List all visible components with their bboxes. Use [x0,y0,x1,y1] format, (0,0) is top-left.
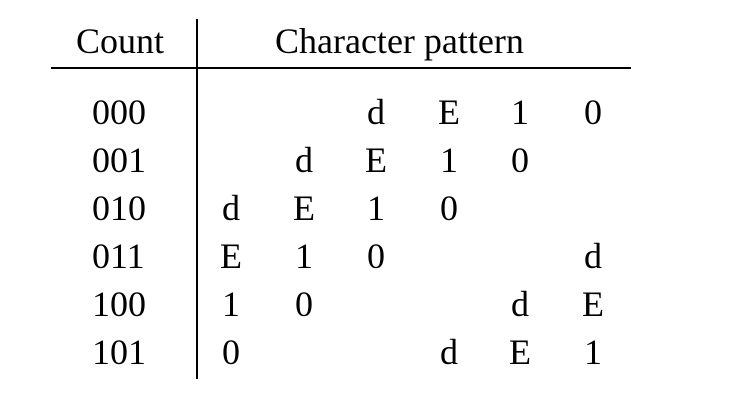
count-value: 000 [92,92,146,132]
pattern-cell: E [509,332,531,372]
pattern-cell: E [438,92,460,132]
pattern-cell: 0 [440,188,458,228]
pattern-cell: d [440,332,458,372]
pattern-cell: E [365,140,387,180]
pattern-cell: 0 [367,236,385,276]
pattern-cell: 0 [584,92,602,132]
pattern-cell: 1 [367,188,385,228]
character-pattern-column-header: Character pattern [275,21,524,61]
pattern-cell: 1 [295,236,313,276]
count-value: 100 [92,284,146,324]
pattern-cell: d [584,236,602,276]
pattern-cell: d [295,140,313,180]
count-value: 010 [92,188,146,228]
pattern-cell: 0 [295,284,313,324]
column-divider [196,19,198,379]
pattern-cell: d [511,284,529,324]
pattern-cell: d [367,92,385,132]
pattern-cell: E [220,236,242,276]
count-value: 101 [92,332,146,372]
count-value: 011 [92,236,145,276]
pattern-cell: E [293,188,315,228]
pattern-cell: d [222,188,240,228]
pattern-cell: 1 [440,140,458,180]
pattern-cell: 1 [511,92,529,132]
pattern-cell: 1 [222,284,240,324]
pattern-cell: 0 [222,332,240,372]
pattern-cell: 0 [511,140,529,180]
count-value: 001 [92,140,146,180]
count-column-header: Count [76,21,165,61]
pattern-cell: E [582,284,604,324]
pattern-cell: 1 [584,332,602,372]
header-divider [51,67,631,69]
